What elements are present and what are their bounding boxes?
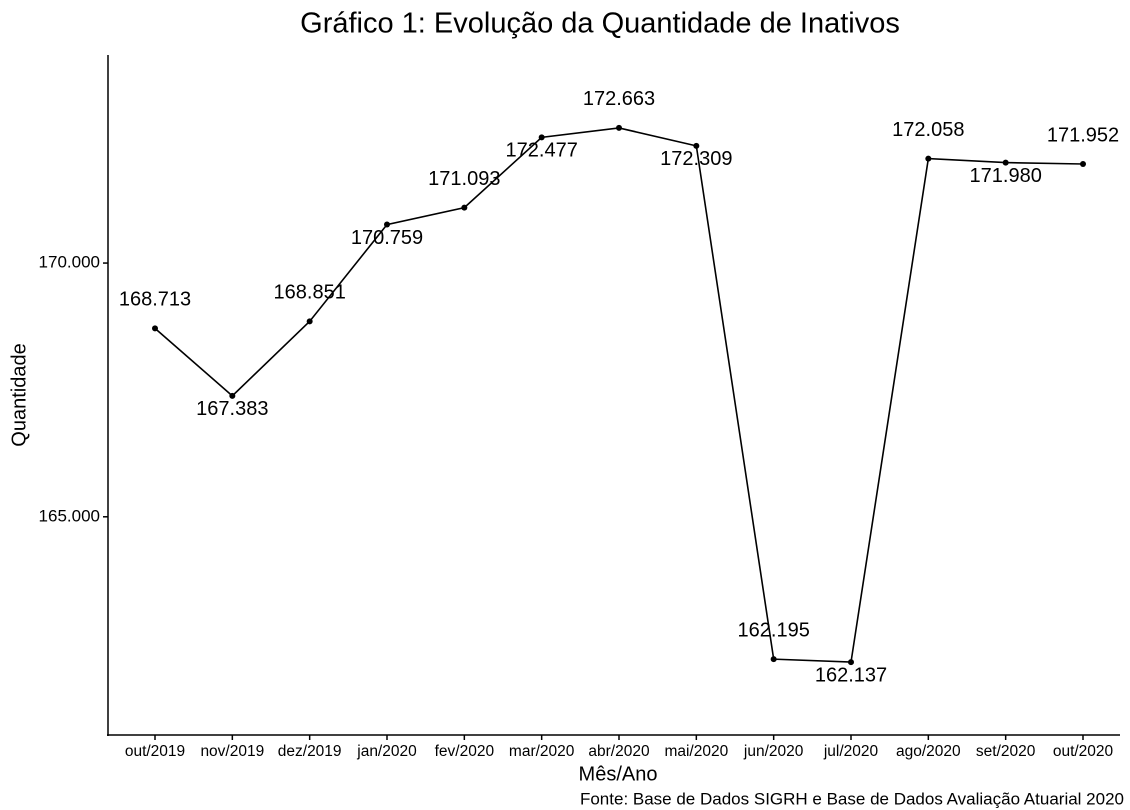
point: [306, 318, 313, 325]
data-label: 171.952: [1047, 124, 1119, 146]
data-label: 168.851: [274, 282, 346, 304]
point: [152, 325, 158, 332]
x-tick-label: dez/2019: [278, 743, 342, 760]
data-label: 171.093: [428, 168, 500, 190]
x-axis-label: Mês/Ano: [579, 763, 658, 785]
chart-title: Gráfico 1: Evolução da Quantidade de Ina…: [300, 8, 900, 40]
data-label: 172.058: [892, 119, 964, 141]
point: [461, 204, 468, 211]
data-label: 167.383: [196, 398, 268, 420]
point: [1002, 159, 1009, 166]
x-tick-label: jul/2020: [823, 743, 879, 760]
data-label: 168.713: [119, 289, 191, 311]
x-tick-label: out/2020: [1053, 743, 1114, 760]
data-label: 172.309: [660, 148, 732, 170]
y-tick-label: 170.000: [39, 253, 100, 272]
x-tick-label: fev/2020: [435, 743, 495, 760]
x-tick-label: set/2020: [976, 743, 1036, 760]
point: [384, 221, 390, 228]
line: [154, 127, 1084, 663]
y-tick-label: 165.000: [39, 506, 100, 525]
point: [925, 155, 932, 162]
x-tick-label: ago/2020: [896, 743, 961, 760]
data-label: 170.759: [351, 227, 423, 249]
data-label: 172.663: [583, 88, 655, 110]
point: [538, 134, 545, 141]
x-tick-label: jan/2020: [356, 743, 417, 760]
point: [693, 142, 700, 149]
data-label: 171.980: [970, 165, 1042, 187]
x-tick-label: mar/2020: [509, 743, 575, 760]
x-tick-label: mai/2020: [664, 743, 728, 760]
x-tick-label: jun/2020: [743, 743, 804, 760]
y-axis-label: Quantidade: [8, 343, 30, 446]
x-tick-label: nov/2019: [200, 743, 264, 760]
point: [616, 124, 622, 131]
x-tick-label: out/2019: [125, 743, 185, 760]
point: [848, 659, 854, 666]
caption: Fonte: Base de Dados SIGRH e Base de Dad…: [580, 789, 1124, 808]
data-label: 162.137: [815, 664, 887, 686]
point: [1080, 161, 1086, 168]
point: [770, 656, 777, 663]
point: [229, 392, 236, 399]
data-label: 162.195: [738, 619, 810, 641]
x-tick-label: abr/2020: [588, 743, 650, 760]
data-label: 172.477: [506, 140, 578, 162]
